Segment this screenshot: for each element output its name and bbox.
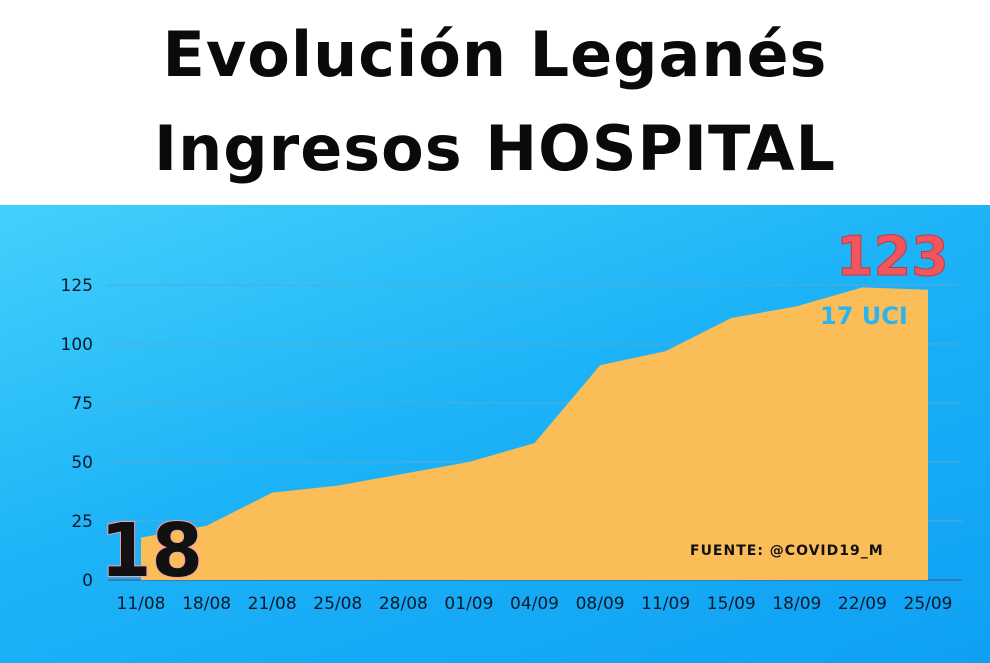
x-tick-label: 25/08 — [313, 594, 362, 614]
y-tick-label: 125 — [61, 276, 93, 296]
source-label: FUENTE: @COVID19_M — [690, 543, 884, 559]
x-tick-label: 08/09 — [576, 594, 625, 614]
x-tick-label: 15/09 — [707, 594, 756, 614]
x-tick-label: 28/08 — [379, 594, 428, 614]
x-tick-label: 21/08 — [248, 594, 297, 614]
y-tick-label: 25 — [71, 512, 93, 532]
x-tick-label: 18/08 — [182, 594, 231, 614]
y-axis-ticks: 0 25 50 75 100 125 — [61, 276, 93, 591]
start-value-label: 18 — [100, 508, 203, 594]
chart-title-line-2: Ingresos HOSPITAL — [154, 112, 836, 185]
x-tick-label: 25/09 — [904, 594, 953, 614]
end-value-label: 123 — [836, 225, 949, 288]
area-series — [141, 287, 928, 580]
y-tick-label: 0 — [82, 571, 93, 591]
y-tick-label: 50 — [71, 453, 93, 473]
x-tick-label: 11/09 — [641, 594, 690, 614]
x-tick-label: 04/09 — [510, 594, 559, 614]
x-tick-label: 18/09 — [772, 594, 821, 614]
x-tick-label: 22/09 — [838, 594, 887, 614]
x-axis-ticks: 11/08 18/08 21/08 25/08 28/08 01/09 04/09 08/09… — [117, 594, 953, 614]
chart-header: Evolución Leganés Ingresos HOSPITAL — [0, 0, 990, 205]
y-tick-label: 75 — [71, 394, 93, 414]
x-tick-label: 11/08 — [117, 594, 166, 614]
x-tick-label: 01/09 — [444, 594, 493, 614]
chart-title-line-1: Evolución Leganés — [162, 18, 828, 91]
y-tick-label: 100 — [61, 335, 93, 355]
uci-label: 17 UCI — [820, 302, 908, 330]
